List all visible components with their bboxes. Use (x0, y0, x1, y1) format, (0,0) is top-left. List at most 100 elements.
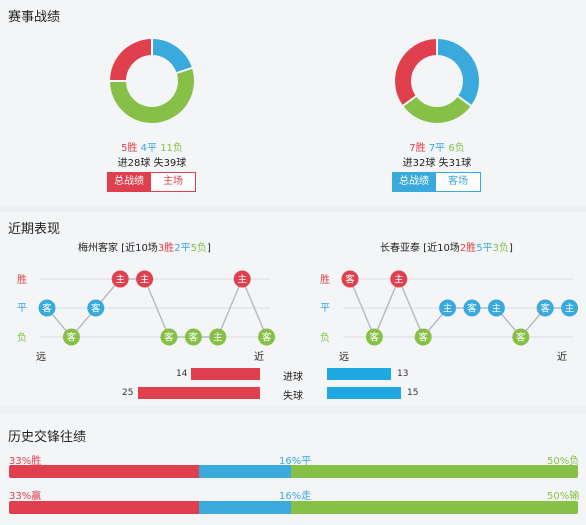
home-form-point-6: 客 (160, 328, 178, 346)
home-draw-count: 4平 (140, 143, 157, 154)
away-goals-for-value: 13 (397, 369, 409, 379)
away-near-label: 近 (557, 352, 567, 363)
away-form-title: 长春亚泰 [近10场2胜5平3负] (380, 239, 513, 254)
recent-section: 近期表现 梅州客家 [近10场3胜2平5负] 长春亚泰 [近10场2胜5平3负]… (0, 212, 586, 406)
home-form-point-label: 主 (140, 274, 150, 286)
home-form-point-7: 客 (184, 328, 202, 346)
home-form-point-label: 主 (115, 274, 125, 286)
home-tab-home[interactable]: 主场 (150, 172, 196, 192)
away-row-label-win: 胜 (320, 275, 330, 286)
away-form-point-label: 主 (443, 303, 453, 315)
away-donut-slice-win (395, 39, 438, 106)
away-row-label-lose: 负 (320, 333, 330, 344)
home-form-point-10: 客 (258, 328, 276, 346)
home-form-point-label: 主 (237, 274, 247, 286)
away-form-point-label: 客 (418, 332, 428, 344)
away-donut-slice-draw (436, 39, 479, 106)
history-lose-label: 50%负 (547, 456, 580, 467)
home-form-point-label: 主 (213, 332, 223, 344)
away-form-point-label: 客 (467, 303, 477, 315)
history-handicap-segment-lose (290, 501, 578, 514)
away-form-chart: 客客主客主客主客客主 (341, 270, 579, 346)
home-record-donut (109, 38, 194, 123)
home-row-label-lose: 负 (17, 333, 27, 344)
history-win-label: 33%胜 (9, 456, 42, 467)
goals-against-label: 失球 (283, 391, 303, 402)
home-summary-draw: 2平 (174, 243, 191, 254)
home-form-title: 梅州客家 [近10场3胜2平5负] (78, 239, 211, 254)
home-lose-count: 11负 (160, 143, 183, 154)
away-form-point-label: 主 (492, 303, 502, 315)
home-donut-slice-win (110, 39, 153, 82)
away-donut-slice-lose (403, 95, 471, 123)
home-goals-for-bar (191, 368, 260, 380)
history-handicap-segment-win (9, 501, 199, 514)
away-goals-text: 进32球 失31球 (402, 158, 472, 169)
home-form-point-1: 客 (38, 299, 56, 317)
record-section: 赛事战绩 5胜 4平 11负 进28球 失39球 总战绩 主场 7胜 7平 6负… (0, 0, 586, 206)
home-form-point-label: 客 (67, 332, 77, 344)
home-near-label: 近 (254, 352, 264, 363)
history-handicap-bar (9, 501, 578, 514)
away-tab-away[interactable]: 客场 (435, 172, 481, 192)
home-form-point-5: 主 (136, 270, 154, 288)
home-form-point-9: 主 (233, 270, 251, 288)
history-result-segment-lose (290, 465, 578, 478)
away-row-label-draw: 平 (320, 303, 330, 314)
home-team-name: 梅州客家 (78, 243, 118, 254)
history-title: 历史交锋往绩 (8, 430, 87, 445)
away-draw-count: 7平 (428, 143, 446, 154)
away-summary-draw: 5平 (476, 243, 493, 254)
home-summary-prefix: [近10场 (118, 243, 158, 254)
away-summary-lose: 3负 (492, 243, 509, 254)
home-tab-all[interactable]: 总战绩 (107, 172, 151, 192)
record-title: 赛事战绩 (8, 10, 61, 25)
home-form-point-label: 客 (262, 332, 272, 344)
home-goals-text: 进28球 失39球 (117, 158, 187, 169)
away-form-point-4: 客 (414, 328, 432, 346)
home-far-label: 远 (36, 352, 46, 363)
away-form-point-5: 主 (439, 299, 457, 317)
away-goals-against-value: 15 (407, 388, 419, 398)
away-form-point-label: 主 (394, 274, 404, 286)
home-form-point-label: 客 (164, 332, 174, 344)
away-lose-count: 6负 (448, 143, 465, 154)
away-far-label: 远 (339, 352, 349, 363)
home-form-point-4: 主 (111, 270, 129, 288)
away-form-point-9: 客 (536, 299, 554, 317)
away-form-point-1: 客 (341, 270, 359, 288)
away-goals-against-bar (327, 387, 401, 399)
home-wdl-line: 5胜 4平 11负 (92, 139, 212, 154)
away-donut-separators (401, 38, 473, 108)
history-result-bar (9, 465, 578, 478)
home-goals-against-bar (137, 387, 260, 399)
away-goals-for-bar (327, 368, 391, 380)
home-summary-lose: 5负 (190, 243, 207, 254)
away-tab-all[interactable]: 总战绩 (392, 172, 436, 192)
home-form-point-2: 客 (62, 328, 80, 346)
away-team-name: 长春亚泰 (380, 243, 420, 254)
home-summary-suffix: ] (206, 243, 211, 254)
history-draw-label: 16%平 (279, 456, 312, 467)
home-goals-for-value: 14 (176, 369, 188, 379)
home-form-line (46, 277, 268, 339)
home-form-chart: 客客客主 主客客主主客 (38, 270, 276, 346)
history-result-segment-win (9, 465, 199, 478)
home-form-point-label: 客 (91, 303, 101, 315)
away-summary-prefix: [近10场 (420, 243, 460, 254)
away-summary-suffix: ] (508, 243, 513, 254)
home-donut-separators (109, 38, 194, 82)
home-form-point-8: 主 (209, 328, 227, 346)
goals-for-label: 进球 (283, 372, 303, 383)
home-win-count: 5胜 (121, 143, 138, 154)
history-result-segment-draw (198, 465, 291, 478)
history-handicap-lose-label: 50%输 (547, 491, 580, 502)
history-handicap-win-label: 33%赢 (9, 491, 42, 502)
home-summary-win: 3胜 (157, 243, 175, 254)
home-donut-slice-lose (110, 68, 194, 123)
away-form-point-label: 客 (370, 332, 380, 344)
home-form-point-label: 客 (42, 303, 52, 315)
away-form-point-10: 主 (561, 299, 579, 317)
away-form-point-3: 主 (390, 270, 408, 288)
history-handicap-push-label: 16%走 (279, 491, 312, 502)
